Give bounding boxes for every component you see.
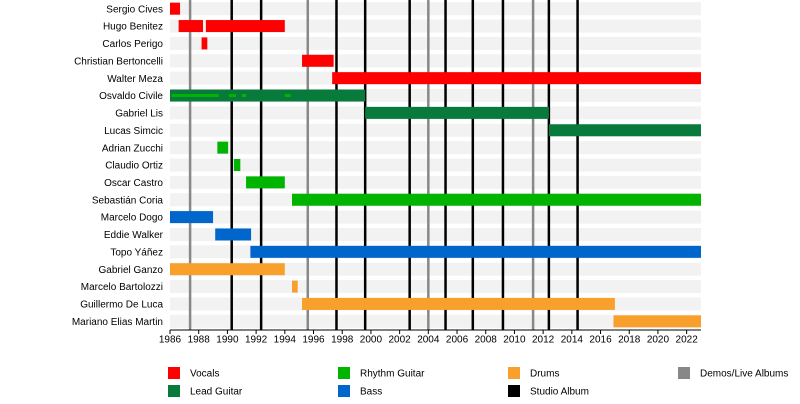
row-band (170, 175, 701, 189)
member-bar (201, 37, 208, 50)
legend-swatch (508, 367, 520, 379)
legend-label: Bass (360, 387, 382, 398)
x-tick-label: 2012 (532, 335, 555, 346)
member-bar (365, 106, 549, 119)
row-band (170, 262, 701, 276)
row-band (170, 36, 701, 50)
x-tick-label: 1994 (274, 335, 297, 346)
member-bar (205, 20, 285, 33)
member-bar (228, 94, 237, 98)
member-bar (170, 2, 181, 15)
x-tick-label: 2014 (561, 335, 584, 346)
x-tick-label: 2002 (388, 335, 411, 346)
legend-swatch (508, 385, 520, 397)
member-label: Claudio Ortiz (105, 161, 163, 172)
member-bar (250, 245, 702, 258)
row-band (170, 210, 701, 224)
legend-swatch (338, 385, 350, 397)
x-tick-label: 2016 (589, 335, 612, 346)
row-band (170, 141, 701, 155)
row-band (170, 158, 701, 172)
member-label: Marcelo Dogo (101, 213, 164, 224)
member-bar (215, 228, 252, 241)
member-label: Walter Meza (107, 74, 163, 85)
member-bar (170, 211, 214, 224)
row-band (170, 314, 701, 328)
member-bar (178, 20, 204, 33)
legend-swatch (338, 367, 350, 379)
legend-swatch (168, 367, 180, 379)
x-tick-label: 2022 (676, 335, 699, 346)
member-label: Sergio Cives (106, 4, 163, 15)
legend-label: Demos/Live Albums (700, 369, 788, 380)
legend-label: Vocals (190, 369, 219, 380)
member-label: Oscar Castro (104, 178, 163, 189)
member-label: Mariano Elias Martin (72, 317, 163, 328)
member-label: Topo Yáñez (110, 247, 163, 258)
member-label: Adrian Zucchi (102, 143, 163, 154)
x-tick-label: 1998 (331, 335, 354, 346)
member-bar (241, 94, 247, 98)
member-label: Carlos Perigo (102, 39, 163, 50)
member-bar (548, 124, 701, 137)
member-bar (170, 263, 285, 276)
member-label: Marcelo Bartolozzi (81, 282, 163, 293)
x-tick-label: 2004 (417, 335, 440, 346)
member-bar (233, 159, 241, 171)
member-label: Hugo Benitez (103, 22, 163, 33)
member-bar (302, 54, 334, 67)
member-label: Eddie Walker (104, 230, 164, 241)
x-tick-label: 2018 (618, 335, 641, 346)
x-tick-label: 2008 (475, 335, 498, 346)
member-label: Christian Bertoncelli (74, 56, 163, 67)
x-tick-label: 2000 (360, 335, 383, 346)
row-band (170, 280, 701, 294)
legend-label: Studio Album (530, 387, 589, 398)
row-band (170, 2, 701, 16)
x-tick-label: 1990 (216, 335, 239, 346)
row-band (170, 227, 701, 241)
x-tick-label: 2006 (446, 335, 469, 346)
x-tick-label: 1996 (302, 335, 325, 346)
member-bar (246, 176, 285, 189)
member-label: Osvaldo Civile (99, 91, 163, 102)
member-label: Lucas Simcic (104, 126, 163, 137)
member-label: Gabriel Lis (115, 109, 163, 120)
row-band (170, 19, 701, 33)
legend-label: Rhythm Guitar (360, 369, 425, 380)
legend-swatch (168, 385, 180, 397)
member-bar (171, 94, 219, 98)
member-label: Gabriel Ganzo (99, 265, 164, 276)
member-label: Sebastián Coria (92, 195, 164, 206)
member-bar (284, 94, 291, 98)
legend-label: Lead Guitar (190, 387, 243, 398)
x-tick-label: 2020 (647, 335, 670, 346)
x-tick-label: 1992 (245, 335, 268, 346)
x-tick-label: 1986 (159, 335, 182, 346)
member-bar (217, 141, 229, 154)
member-bar (613, 315, 701, 328)
member-bar (302, 297, 615, 310)
legend-swatch (678, 367, 690, 379)
legend-label: Drums (530, 369, 559, 380)
row-band (170, 54, 701, 68)
member-bar (291, 280, 298, 293)
member-bar (291, 193, 701, 206)
x-tick-label: 1988 (188, 335, 211, 346)
x-tick-label: 2010 (503, 335, 526, 346)
member-bar (332, 72, 701, 85)
member-bar (170, 89, 366, 102)
member-label: Guillermo De Luca (80, 300, 163, 311)
